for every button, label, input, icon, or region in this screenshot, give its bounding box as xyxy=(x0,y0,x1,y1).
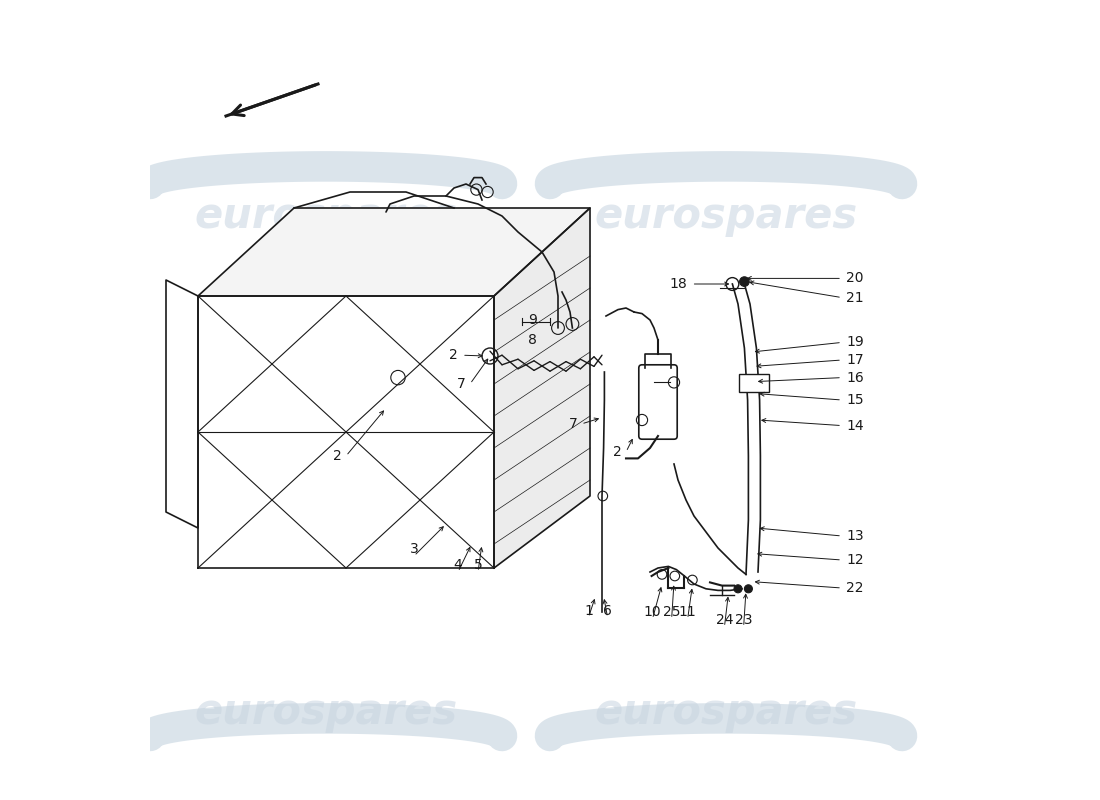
Text: 21: 21 xyxy=(846,290,864,305)
Text: eurospares: eurospares xyxy=(594,691,858,733)
Circle shape xyxy=(734,585,742,593)
Text: 25: 25 xyxy=(663,605,680,619)
Text: 7: 7 xyxy=(458,377,466,391)
Text: 18: 18 xyxy=(670,277,688,291)
Text: 5: 5 xyxy=(474,558,483,572)
Text: 2: 2 xyxy=(333,449,342,463)
Text: 2: 2 xyxy=(614,445,622,459)
Text: 22: 22 xyxy=(846,581,864,595)
Text: 23: 23 xyxy=(735,613,752,627)
Circle shape xyxy=(739,277,749,286)
Text: 4: 4 xyxy=(453,558,462,572)
Polygon shape xyxy=(166,280,198,528)
Text: 12: 12 xyxy=(846,553,864,567)
Text: 7: 7 xyxy=(569,417,578,431)
Text: 17: 17 xyxy=(846,353,864,367)
Text: 20: 20 xyxy=(846,271,864,286)
Polygon shape xyxy=(494,208,590,568)
Text: 3: 3 xyxy=(409,542,418,556)
Text: eurospares: eurospares xyxy=(195,691,458,733)
Text: eurospares: eurospares xyxy=(195,195,458,237)
Text: 14: 14 xyxy=(846,418,864,433)
Text: 8: 8 xyxy=(528,333,537,347)
Text: 9: 9 xyxy=(528,313,537,327)
Text: 16: 16 xyxy=(846,370,864,385)
Text: 13: 13 xyxy=(846,529,864,543)
FancyBboxPatch shape xyxy=(639,365,678,439)
Text: 11: 11 xyxy=(679,605,696,619)
Polygon shape xyxy=(198,296,494,568)
FancyBboxPatch shape xyxy=(739,374,769,392)
Circle shape xyxy=(745,585,752,593)
Text: 19: 19 xyxy=(846,335,864,350)
Text: 6: 6 xyxy=(603,603,612,618)
Text: 10: 10 xyxy=(644,605,661,619)
Text: 15: 15 xyxy=(846,393,864,407)
Text: 2: 2 xyxy=(449,348,458,362)
Text: 1: 1 xyxy=(584,603,593,618)
Text: 24: 24 xyxy=(716,613,733,627)
Text: eurospares: eurospares xyxy=(594,195,858,237)
Polygon shape xyxy=(198,208,590,296)
